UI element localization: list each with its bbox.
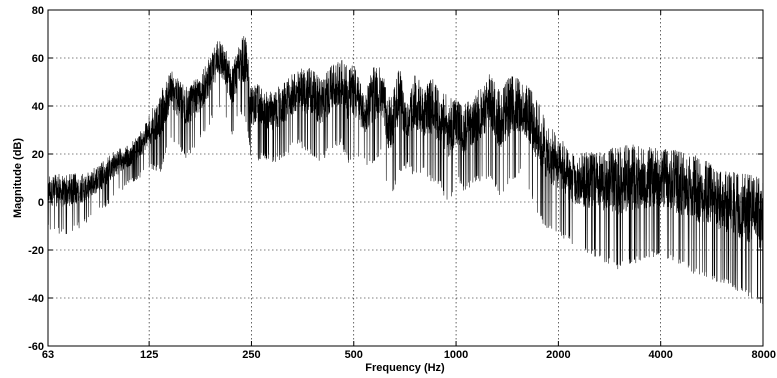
x-tick-label: 4000 xyxy=(648,349,672,361)
x-tick-label: 1000 xyxy=(444,349,468,361)
x-tick-label: 250 xyxy=(242,349,260,361)
x-tick-label: 63 xyxy=(42,349,54,361)
y-tick-label: 20 xyxy=(32,149,44,161)
x-tick-label: 125 xyxy=(140,349,158,361)
magnitude-trace-group xyxy=(47,35,764,305)
x-axis-label: Frequency (Hz) xyxy=(365,362,445,374)
x-tick-labels: 63 125 250 500 1000 2000 4000 8000 xyxy=(42,10,776,361)
y-tick-label: 40 xyxy=(32,101,44,113)
y-tick-label: 80 xyxy=(32,5,44,17)
x-tick-label: 500 xyxy=(345,349,363,361)
y-tick-labels: -60 -40 -20 0 20 40 60 80 xyxy=(28,5,763,353)
x-tick-label: 2000 xyxy=(546,349,570,361)
y-tick-label: 0 xyxy=(38,197,44,209)
y-tick-label: -40 xyxy=(28,293,44,305)
y-tick-label: 60 xyxy=(32,53,44,65)
y-axis-label: Magnitude (dB) xyxy=(12,138,24,218)
y-tick-label: -20 xyxy=(28,245,44,257)
y-tick-label: -60 xyxy=(28,341,44,353)
magnitude-trace xyxy=(47,35,764,305)
x-tick-label: 8000 xyxy=(752,349,776,361)
plot-frame xyxy=(47,9,764,347)
